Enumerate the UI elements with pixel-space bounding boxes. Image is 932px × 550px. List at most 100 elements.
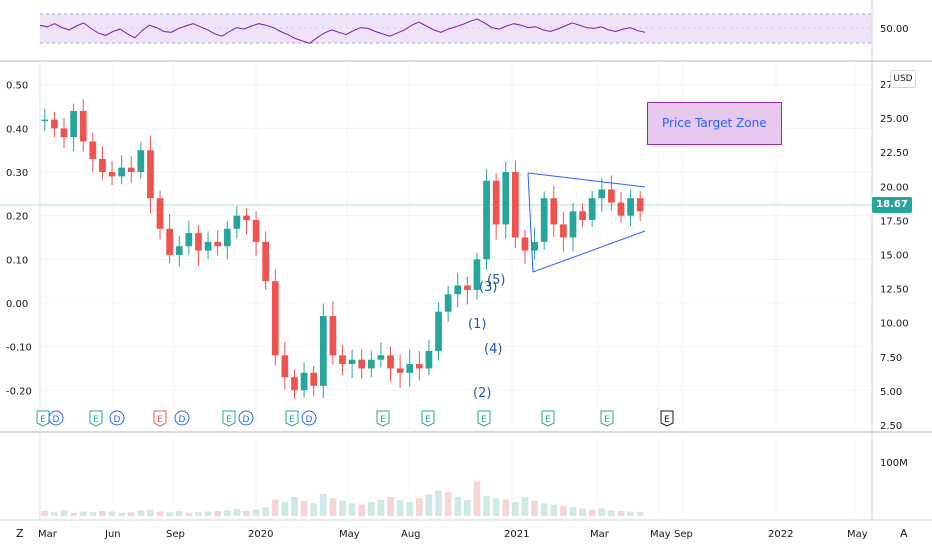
earnings-marker[interactable]: E <box>36 410 50 427</box>
elliott-wave-labels[interactable]: (1) (2) (3) (4) (5) <box>468 273 505 401</box>
wave-label-4[interactable]: (4) <box>484 342 502 357</box>
wave-label-2[interactable]: (2) <box>473 386 491 401</box>
earnings-marker-shape[interactable] <box>477 410 491 427</box>
event-marker-label[interactable]: D <box>243 415 250 425</box>
earnings-marker-shape[interactable] <box>89 410 103 427</box>
earnings-marker[interactable]: E <box>600 410 614 427</box>
currency-label[interactable]: USD <box>890 70 916 88</box>
earnings-marker[interactable]: E <box>421 410 435 427</box>
triangle-lower-line[interactable] <box>532 230 646 273</box>
event-marker-label[interactable]: E <box>664 415 670 425</box>
volume-bar <box>185 512 193 516</box>
right-axis-tick[interactable]: 2.50 <box>880 421 902 432</box>
earnings-marker[interactable]: E <box>477 410 491 427</box>
dividend-marker-shape[interactable] <box>48 410 64 426</box>
earnings-marker[interactable]: E <box>285 410 299 427</box>
event-marker-label[interactable]: E <box>40 415 46 425</box>
time-axis-label[interactable]: Sep <box>166 529 185 540</box>
right-axis-tick[interactable]: 10.00 <box>880 319 909 330</box>
left-axis-tick: 0.30 <box>6 168 28 179</box>
earnings-marker-shape[interactable] <box>285 410 299 427</box>
earnings-marker[interactable]: E <box>660 410 674 427</box>
right-axis-tick[interactable]: 22.50 <box>880 148 909 159</box>
price-target-zone[interactable]: Price Target Zone <box>647 102 782 145</box>
event-marker-label[interactable]: E <box>289 415 295 425</box>
dividend-marker-shape[interactable] <box>238 410 254 426</box>
event-marker-label[interactable]: E <box>93 415 99 425</box>
volume-bar <box>550 504 558 516</box>
time-axis-label[interactable]: Sep <box>674 529 693 540</box>
dividend-marker[interactable]: D <box>48 410 64 426</box>
volume-bar <box>617 510 625 516</box>
dividend-marker-shape[interactable] <box>174 410 190 426</box>
time-axis-label[interactable]: May <box>339 529 360 540</box>
volume-bar <box>147 509 154 516</box>
volume-bar <box>118 512 125 516</box>
time-axis-label[interactable]: Jun <box>104 529 121 540</box>
right-axis-tick[interactable]: 20.00 <box>880 182 909 193</box>
dividend-marker-shape[interactable] <box>301 410 317 426</box>
wave-label-5[interactable]: (5) <box>487 273 505 288</box>
time-axis-label[interactable]: 2022 <box>768 529 793 540</box>
event-marker-label[interactable]: D <box>53 415 60 425</box>
time-axis[interactable]: Mar Jun Sep 2020 May Aug 2021 Mar May Sep 2022 May <box>38 529 868 540</box>
volume-axis-label: 100M <box>880 458 908 469</box>
right-axis-tick[interactable]: 17.50 <box>880 216 909 227</box>
dividend-marker[interactable]: D <box>301 410 317 426</box>
volume-bar <box>425 494 433 516</box>
event-marker-label[interactable]: E <box>226 415 232 425</box>
earnings-marker-shape[interactable] <box>36 410 50 427</box>
right-axis[interactable]: 27 25.00 22.50 20.00 17.50 15.00 12.50 10.00 7.5… <box>880 80 909 432</box>
time-axis-label[interactable]: May <box>847 529 868 540</box>
earnings-marker-shape[interactable] <box>660 410 674 427</box>
earnings-marker[interactable]: E <box>222 410 236 427</box>
time-axis-label[interactable]: Aug <box>401 529 421 540</box>
candle-body <box>473 259 481 290</box>
earnings-marker[interactable]: E <box>153 410 167 427</box>
event-marker-label[interactable]: D <box>306 415 313 425</box>
right-axis-tick[interactable]: 12.50 <box>880 285 909 296</box>
volume-bar <box>560 505 567 516</box>
earnings-marker-shape[interactable] <box>541 410 555 427</box>
time-axis-label[interactable]: May <box>650 529 671 540</box>
event-marker-label[interactable]: E <box>425 415 431 425</box>
triangle-left-edge[interactable] <box>527 172 534 273</box>
earnings-marker-shape[interactable] <box>153 410 167 427</box>
right-axis-tick[interactable]: 5.00 <box>880 387 902 398</box>
wave-label-1[interactable]: (1) <box>468 317 486 332</box>
event-marker-label[interactable]: E <box>545 415 551 425</box>
event-marker-label[interactable]: D <box>114 415 121 425</box>
right-axis-tick[interactable]: 27 <box>880 80 893 91</box>
triangle-upper-line[interactable] <box>527 172 646 188</box>
right-axis-tick[interactable]: 7.50 <box>880 353 902 364</box>
time-axis-label[interactable]: Mar <box>590 529 610 540</box>
time-axis-label[interactable]: 2021 <box>504 529 529 540</box>
earnings-marker-shape[interactable] <box>376 410 390 427</box>
earnings-marker-shape[interactable] <box>600 410 614 427</box>
earnings-marker[interactable]: E <box>89 410 103 427</box>
dividend-marker[interactable]: D <box>238 410 254 426</box>
time-axis-label[interactable]: 2020 <box>248 529 273 540</box>
dividend-marker[interactable]: D <box>109 410 125 426</box>
time-axis-label[interactable]: Mar <box>38 529 58 540</box>
event-marker-label[interactable]: E <box>380 415 386 425</box>
event-marker-label[interactable]: D <box>179 415 186 425</box>
dividend-marker[interactable]: D <box>174 410 190 426</box>
right-axis-tick[interactable]: 25.00 <box>880 114 909 125</box>
dividend-marker-shape[interactable] <box>109 410 125 426</box>
earnings-marker-shape[interactable] <box>222 410 236 427</box>
triangle-pattern[interactable] <box>527 172 646 273</box>
corner-right-label[interactable]: A <box>900 527 908 540</box>
corner-left-label[interactable]: Z <box>16 527 24 540</box>
wave-label-3[interactable]: (3) <box>479 280 497 295</box>
earnings-marker[interactable]: E <box>541 410 555 427</box>
event-marker-label[interactable]: E <box>604 415 610 425</box>
earnings-marker[interactable]: E <box>376 410 390 427</box>
earnings-marker-shape[interactable] <box>421 410 435 427</box>
event-marker-label[interactable]: E <box>157 415 163 425</box>
candle-body <box>483 180 490 260</box>
event-marker-label[interactable]: E <box>481 415 487 425</box>
right-axis-tick[interactable]: 15.00 <box>880 251 909 262</box>
